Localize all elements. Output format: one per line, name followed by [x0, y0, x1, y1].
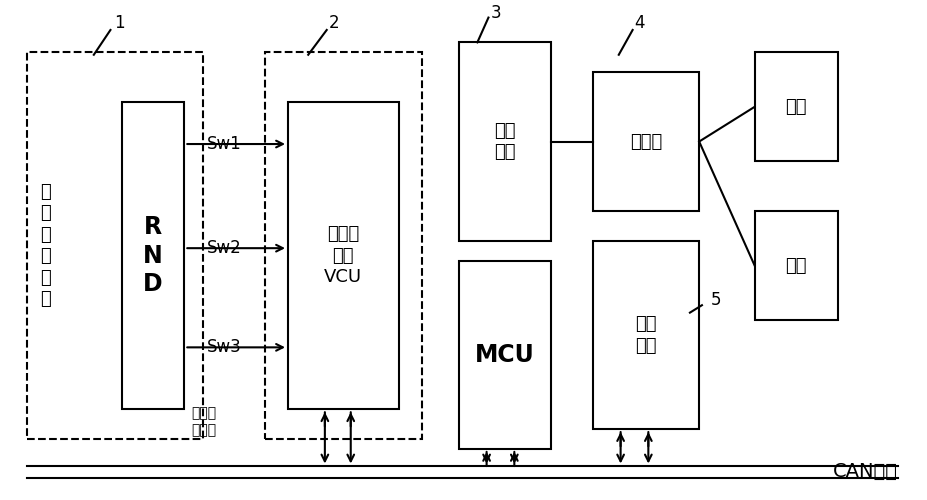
Text: 档位信
号输入: 档位信 号输入 [191, 406, 216, 437]
Bar [755, 211, 838, 320]
Bar [593, 72, 699, 211]
Text: 动力
电池: 动力 电池 [635, 315, 657, 354]
Text: Sw2: Sw2 [207, 239, 241, 257]
Bar [459, 260, 552, 449]
Bar [755, 52, 838, 162]
Bar [288, 102, 399, 410]
Text: 5: 5 [711, 291, 722, 309]
Text: 档
位
切
换
装
置: 档 位 切 换 装 置 [41, 183, 51, 308]
Text: 3: 3 [490, 4, 502, 22]
Text: 车轮: 车轮 [785, 98, 807, 116]
Text: 驱动
电机: 驱动 电机 [494, 122, 515, 162]
Bar [459, 42, 552, 240]
Text: CAN总线: CAN总线 [832, 462, 898, 481]
Bar [265, 52, 422, 439]
Text: MCU: MCU [476, 343, 535, 367]
Bar [27, 52, 203, 439]
Text: 4: 4 [634, 14, 644, 32]
Text: 整车控
制器
VCU: 整车控 制器 VCU [324, 225, 362, 286]
Text: Sw3: Sw3 [207, 338, 241, 356]
Text: Sw1: Sw1 [207, 135, 241, 153]
Text: 2: 2 [329, 14, 339, 32]
Text: R
N
D: R N D [143, 215, 163, 296]
Text: 减速器: 减速器 [630, 132, 662, 150]
Bar [593, 240, 699, 429]
Text: 1: 1 [114, 14, 125, 32]
Text: 车轮: 车轮 [785, 256, 807, 274]
Bar [121, 102, 184, 410]
